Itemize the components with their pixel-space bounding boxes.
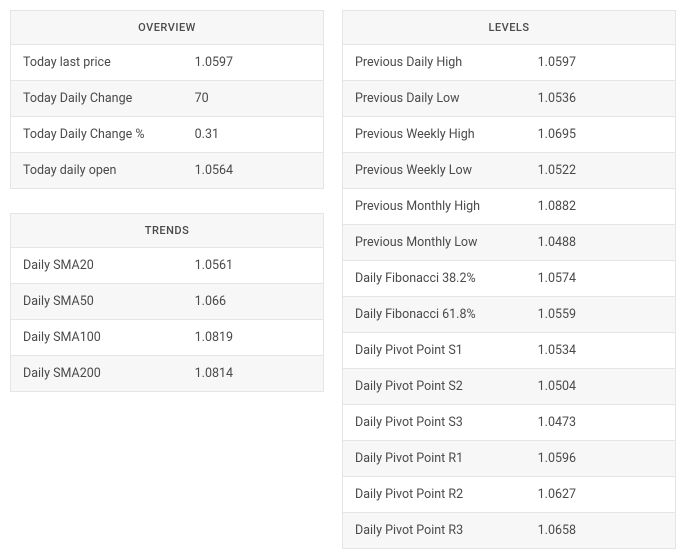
row-value: 1.0504: [526, 369, 676, 405]
table-row: Today daily open1.0564: [11, 153, 324, 189]
row-value: 1.0597: [526, 45, 676, 81]
table-row: Previous Weekly High1.0695: [343, 117, 676, 153]
row-label: Daily Pivot Point S2: [343, 369, 526, 405]
row-value: 1.0574: [526, 261, 676, 297]
row-value: 1.0534: [526, 333, 676, 369]
table-row: Daily Fibonacci 38.2%1.0574: [343, 261, 676, 297]
row-label: Today last price: [11, 45, 183, 81]
row-label: Daily SMA20: [11, 248, 183, 284]
row-label: Previous Weekly High: [343, 117, 526, 153]
dashboard-container: OVERVIEW Today last price1.0597Today Dai…: [10, 10, 676, 549]
row-label: Today Daily Change %: [11, 117, 183, 153]
row-label: Previous Daily High: [343, 45, 526, 81]
row-label: Daily SMA100: [11, 320, 183, 356]
row-value: 1.0473: [526, 405, 676, 441]
row-value: 1.0559: [526, 297, 676, 333]
table-row: Previous Monthly High1.0882: [343, 189, 676, 225]
table-row: Previous Monthly Low1.0488: [343, 225, 676, 261]
table-row: Daily Pivot Point R11.0596: [343, 441, 676, 477]
table-row: Previous Daily Low1.0536: [343, 81, 676, 117]
table-row: Daily Pivot Point R31.0658: [343, 513, 676, 549]
table-row: Previous Daily High1.0597: [343, 45, 676, 81]
row-label: Daily SMA200: [11, 356, 183, 392]
row-label: Daily Pivot Point R1: [343, 441, 526, 477]
table-row: Daily SMA2001.0814: [11, 356, 324, 392]
row-label: Previous Monthly High: [343, 189, 526, 225]
row-value: 1.0882: [526, 189, 676, 225]
row-value: 1.0658: [526, 513, 676, 549]
table-row: Daily Pivot Point R21.0627: [343, 477, 676, 513]
levels-title: LEVELS: [343, 11, 676, 45]
table-row: Daily Fibonacci 61.8%1.0559: [343, 297, 676, 333]
table-row: Daily SMA201.0561: [11, 248, 324, 284]
trends-title: TRENDS: [11, 214, 324, 248]
row-label: Today daily open: [11, 153, 183, 189]
row-label: Today Daily Change: [11, 81, 183, 117]
table-row: Previous Weekly Low1.0522: [343, 153, 676, 189]
row-label: Previous Monthly Low: [343, 225, 526, 261]
row-label: Daily Pivot Point R3: [343, 513, 526, 549]
levels-body: Previous Daily High1.0597Previous Daily …: [343, 45, 676, 549]
row-value: 1.0627: [526, 477, 676, 513]
table-row: Today Daily Change70: [11, 81, 324, 117]
overview-table: OVERVIEW Today last price1.0597Today Dai…: [10, 10, 324, 189]
row-value: 70: [183, 81, 324, 117]
row-value: 1.0814: [183, 356, 324, 392]
row-value: 0.31: [183, 117, 324, 153]
overview-title: OVERVIEW: [11, 11, 324, 45]
row-value: 1.0536: [526, 81, 676, 117]
trends-body: Daily SMA201.0561Daily SMA501.066Daily S…: [11, 248, 324, 392]
table-row: Daily Pivot Point S21.0504: [343, 369, 676, 405]
row-label: Daily Fibonacci 61.8%: [343, 297, 526, 333]
row-value: 1.066: [183, 284, 324, 320]
trends-table: TRENDS Daily SMA201.0561Daily SMA501.066…: [10, 213, 324, 392]
table-row: Daily SMA1001.0819: [11, 320, 324, 356]
overview-body: Today last price1.0597Today Daily Change…: [11, 45, 324, 189]
row-value: 1.0596: [526, 441, 676, 477]
row-value: 1.0522: [526, 153, 676, 189]
right-column: LEVELS Previous Daily High1.0597Previous…: [342, 10, 676, 549]
row-label: Previous Weekly Low: [343, 153, 526, 189]
table-row: Today Daily Change %0.31: [11, 117, 324, 153]
table-row: Daily SMA501.066: [11, 284, 324, 320]
row-value: 1.0488: [526, 225, 676, 261]
table-row: Today last price1.0597: [11, 45, 324, 81]
row-value: 1.0597: [183, 45, 324, 81]
row-label: Daily SMA50: [11, 284, 183, 320]
levels-table: LEVELS Previous Daily High1.0597Previous…: [342, 10, 676, 549]
row-label: Daily Pivot Point S3: [343, 405, 526, 441]
row-value: 1.0564: [183, 153, 324, 189]
row-value: 1.0561: [183, 248, 324, 284]
row-label: Daily Pivot Point R2: [343, 477, 526, 513]
row-label: Daily Pivot Point S1: [343, 333, 526, 369]
row-value: 1.0695: [526, 117, 676, 153]
table-row: Daily Pivot Point S31.0473: [343, 405, 676, 441]
table-row: Daily Pivot Point S11.0534: [343, 333, 676, 369]
row-label: Daily Fibonacci 38.2%: [343, 261, 526, 297]
left-column: OVERVIEW Today last price1.0597Today Dai…: [10, 10, 324, 549]
row-value: 1.0819: [183, 320, 324, 356]
row-label: Previous Daily Low: [343, 81, 526, 117]
